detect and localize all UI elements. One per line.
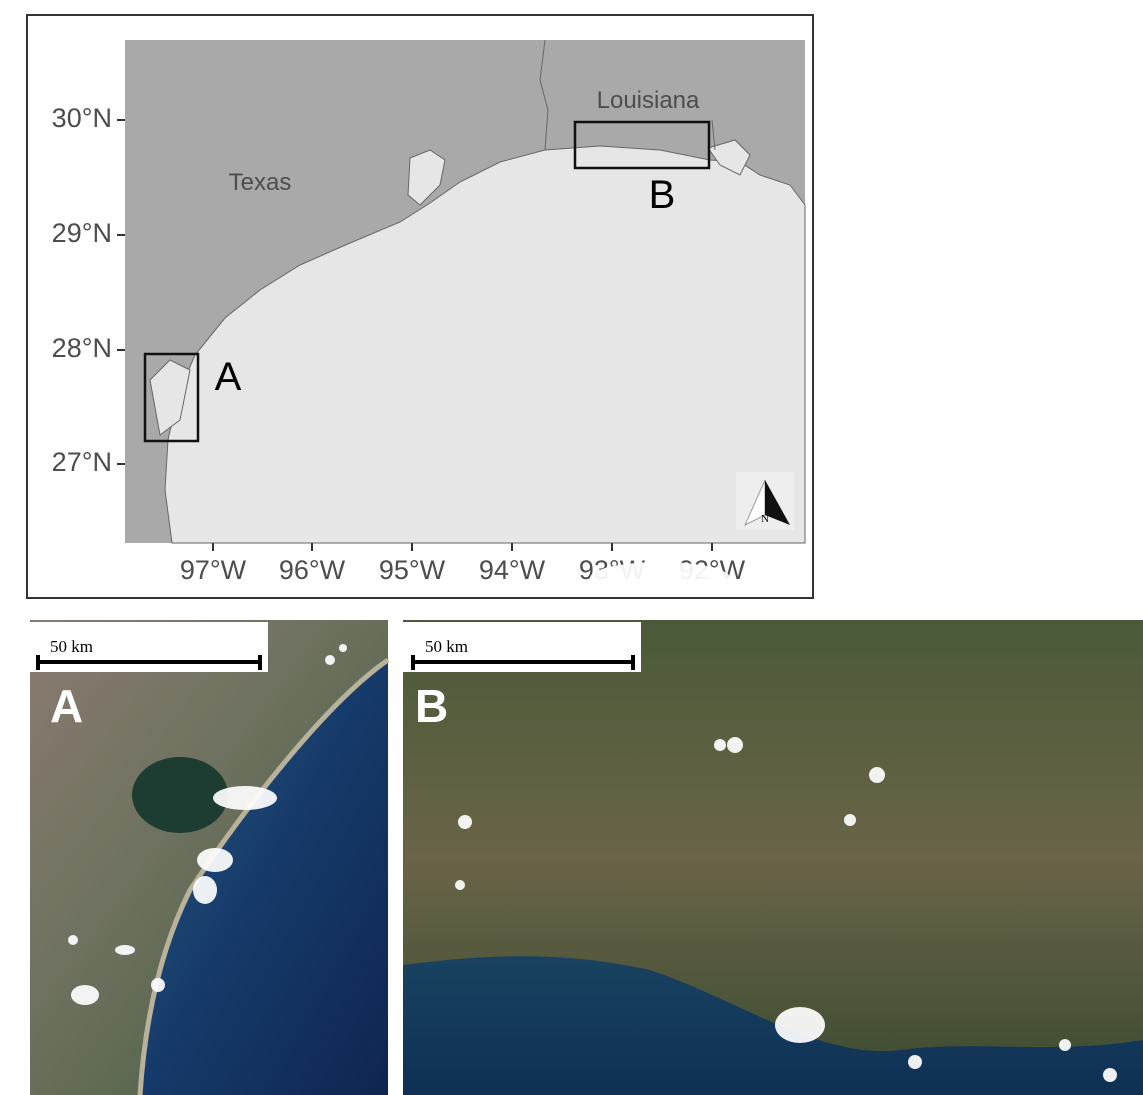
north-arrow: N [736, 472, 794, 530]
north-label: N [761, 513, 769, 525]
box-label: B [649, 173, 676, 217]
lon-label: 94°W [479, 555, 546, 585]
box-label: A [215, 355, 242, 399]
page: {"main_map": { "y_ticks": ["30°N", "29°N… [0, 0, 1143, 1095]
lat-label: 27°N [52, 447, 112, 477]
state-label: Louisiana [597, 87, 700, 114]
scale-label: 50 km [425, 637, 468, 656]
state-label: Texas [229, 169, 292, 196]
lat-label: 29°N [52, 218, 112, 248]
lon-label: 96°W [279, 555, 346, 585]
lon-label: 97°W [180, 555, 247, 585]
inset-a: 50 km A [30, 620, 388, 1095]
inset-label: B [415, 680, 448, 732]
figure: 30°N 29°N 28°N 27°N 97°W 96°W 95°W 94°W … [0, 0, 1143, 1095]
lat-label: 30°N [52, 103, 112, 133]
inset-label: A [50, 680, 83, 732]
lat-label: 28°N [52, 333, 112, 363]
inset-b: 50 km B [403, 562, 1143, 1095]
scale-label: 50 km [50, 637, 93, 656]
lon-label: 95°W [379, 555, 446, 585]
